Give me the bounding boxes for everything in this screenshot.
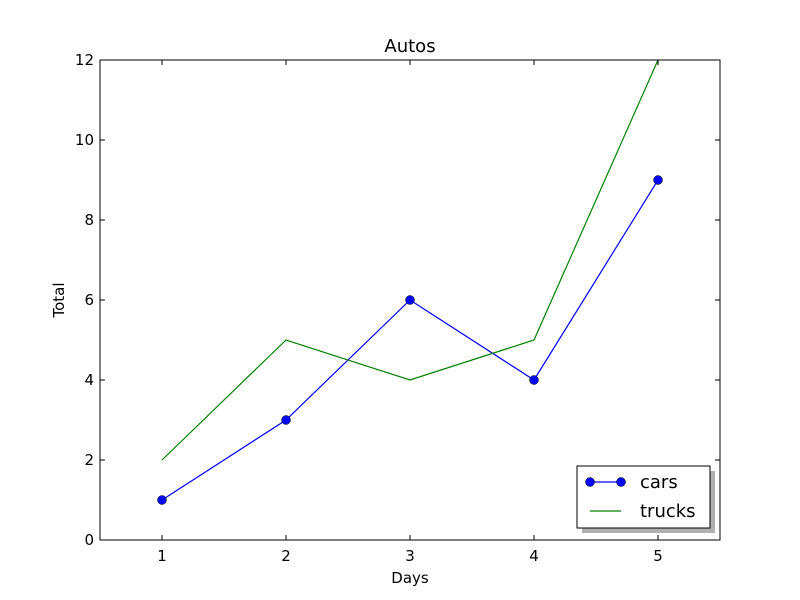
x-tick-label: 3: [405, 547, 415, 565]
x-tick-label: 4: [529, 547, 539, 565]
x-tick-label: 5: [653, 547, 663, 565]
y-axis-label: Total: [50, 282, 68, 318]
legend-cars-marker-left: [585, 477, 595, 487]
y-tick-label: 12: [75, 51, 94, 69]
y-tick-label: 4: [84, 371, 94, 389]
data-point-cars: [405, 295, 415, 305]
y-tick-label: 10: [75, 131, 94, 149]
y-tick-label: 0: [84, 531, 94, 549]
y-tick-label: 8: [84, 211, 94, 229]
series-line-trucks: [161, 59, 659, 461]
x-tick-label: 2: [281, 547, 291, 565]
plot-area: [157, 59, 663, 505]
legend-cars-marker-right: [616, 477, 626, 487]
y-tick-label: 2: [84, 451, 94, 469]
x-tick-label: 1: [157, 547, 167, 565]
chart-title: Autos: [384, 36, 435, 57]
x-axis-label: Days: [391, 569, 429, 587]
legend-label-cars: cars: [640, 472, 678, 493]
legend-label-trucks: trucks: [640, 501, 696, 522]
legend-frame: [576, 465, 711, 529]
y-tick-label: 6: [84, 291, 94, 309]
legend: cars trucks: [576, 465, 715, 533]
data-point-cars: [281, 415, 291, 425]
data-point-cars: [157, 495, 167, 505]
data-point-cars: [653, 175, 663, 185]
data-point-cars: [529, 375, 539, 385]
